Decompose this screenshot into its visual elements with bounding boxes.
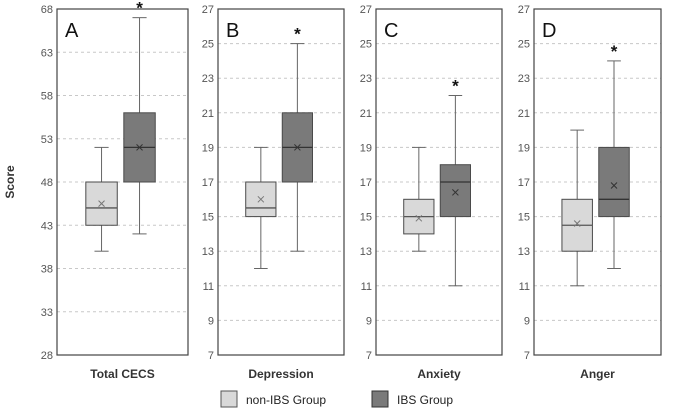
- x-axis-label: Total CECS: [90, 367, 154, 381]
- x-axis-label: Anger: [580, 367, 615, 381]
- box-ibs: [598, 60, 630, 269]
- panel-letter: A: [65, 20, 79, 42]
- y-tick-label: 21: [360, 108, 372, 120]
- y-tick-label: 13: [202, 246, 214, 258]
- y-tick-label: 15: [518, 212, 530, 224]
- y-tick-label: 19: [360, 142, 372, 154]
- mean-marker-stroke: [573, 220, 581, 227]
- legend-swatch-non-ibs: [220, 390, 238, 408]
- y-tick-label: 9: [366, 315, 372, 327]
- mean-marker-stroke: [610, 182, 618, 189]
- box-ibs: [281, 43, 314, 252]
- panel-d: 7 9 11 13 15 17 19 21 23 25 27 D Anger *: [518, 4, 662, 381]
- mean-marker: [294, 144, 301, 151]
- panel-letter: D: [542, 20, 556, 42]
- y-tick-label: 63: [41, 47, 53, 59]
- mean-marker-stroke: [257, 195, 265, 203]
- mean-marker-stroke: [98, 200, 105, 207]
- panel-letter: C: [384, 20, 398, 42]
- box-non-ibs: [561, 129, 593, 287]
- iqr-box: [439, 164, 472, 218]
- y-tick-label: 7: [524, 350, 530, 362]
- y-tick-label: 19: [518, 142, 530, 154]
- y-tick-label: 7: [366, 350, 372, 362]
- legend-label-non-ibs: non-IBS Group: [246, 393, 326, 407]
- box-non-ibs: [85, 146, 118, 252]
- y-tick-label: 11: [203, 281, 214, 293]
- y-tick-label: 19: [202, 142, 214, 154]
- y-tick-label: 48: [41, 177, 53, 189]
- x-axis-label: Anxiety: [417, 367, 461, 381]
- panel-b: 7 9 11 13 15 17 19 21 23 25 27 B Depression *: [202, 4, 345, 381]
- mean-marker-stroke: [136, 144, 143, 151]
- y-tick-label: 15: [202, 212, 214, 224]
- mean-marker: [415, 214, 423, 222]
- significance-marker: *: [611, 42, 618, 61]
- box-non-ibs: [245, 146, 277, 269]
- y-tick-label: 27: [360, 4, 372, 16]
- mean-marker: [98, 200, 105, 207]
- panel-frame: [217, 8, 345, 356]
- box-ibs: [439, 95, 472, 287]
- panel-frame: [56, 8, 189, 356]
- y-tick-label: 25: [518, 39, 530, 51]
- panel-letter: B: [226, 20, 239, 42]
- legend: non-IBS Group IBS Group: [220, 390, 453, 408]
- box-ibs: [123, 17, 156, 235]
- y-tick-label: 27: [202, 4, 214, 16]
- y-tick-label: 58: [41, 91, 53, 103]
- significance-marker: *: [136, 0, 143, 18]
- y-tick-label: 53: [41, 134, 53, 146]
- y-tick-label: 23: [360, 73, 372, 85]
- y-tick-label: 28: [41, 350, 53, 362]
- x-axis-label: Depression: [248, 367, 313, 381]
- y-tick-label: 17: [518, 177, 530, 189]
- panel-a: 28 33 38 43 48 53 58 63 68 A Total CECS *: [41, 0, 189, 381]
- mean-marker: [257, 195, 265, 203]
- mean-marker: [452, 189, 459, 196]
- y-tick-label: 25: [360, 39, 372, 51]
- y-tick-label: 27: [518, 4, 530, 16]
- y-tick-label: 23: [202, 73, 214, 85]
- y-tick-label: 68: [41, 4, 53, 16]
- mean-marker-stroke: [452, 189, 459, 196]
- mean-marker-stroke: [415, 214, 423, 222]
- y-tick-label: 9: [208, 315, 214, 327]
- panel-frame: [533, 8, 662, 356]
- y-tick-label: 11: [361, 281, 372, 293]
- mean-marker: [573, 220, 581, 227]
- panel-c: 7 9 11 13 15 17 19 21 23 25 27 C Anxiety *: [360, 4, 503, 381]
- y-tick-label: 43: [41, 220, 53, 232]
- legend-swatch-ibs: [371, 390, 389, 408]
- y-tick-label: 7: [208, 350, 214, 362]
- box-non-ibs: [403, 146, 435, 252]
- mean-marker: [610, 182, 618, 189]
- y-tick-label: 13: [360, 246, 372, 258]
- y-tick-label: 21: [518, 108, 530, 120]
- y-tick-label: 13: [518, 246, 530, 258]
- y-tick-label: 15: [360, 212, 372, 224]
- y-tick-label: 23: [518, 73, 530, 85]
- y-tick-label: 38: [41, 264, 53, 276]
- y-tick-label: 9: [524, 315, 530, 327]
- panels: 28 33 38 43 48 53 58 63 68 A Total CECS * 7 9 11 13 15 17…: [41, 0, 662, 381]
- iqr-box: [598, 146, 630, 218]
- significance-marker: *: [452, 77, 459, 96]
- y-tick-label: 17: [360, 177, 372, 189]
- significance-marker: *: [294, 25, 301, 44]
- y-tick-label: 11: [519, 281, 530, 293]
- y-tick-label: 33: [41, 307, 53, 319]
- legend-label-ibs: IBS Group: [397, 393, 453, 407]
- mean-marker: [136, 144, 143, 151]
- y-tick-label: 21: [202, 108, 214, 120]
- panel-frame: [375, 8, 503, 356]
- mean-marker-stroke: [294, 144, 301, 151]
- y-tick-label: 17: [202, 177, 214, 189]
- y-axis-label: Score: [3, 165, 17, 199]
- y-tick-label: 25: [202, 39, 214, 51]
